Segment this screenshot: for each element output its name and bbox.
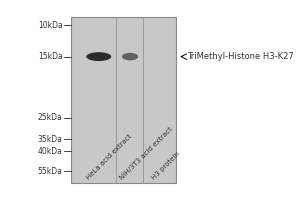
Text: 10kDa: 10kDa (38, 21, 63, 30)
Text: TriMethyl-Histone H3-K27: TriMethyl-Histone H3-K27 (188, 52, 294, 61)
Text: 55kDa: 55kDa (38, 166, 63, 176)
Text: NIH/3T3 acid extract: NIH/3T3 acid extract (118, 126, 173, 181)
Bar (71, 17, 176, 183)
Text: H3 protein: H3 protein (151, 151, 181, 181)
Ellipse shape (122, 53, 138, 60)
Text: 25kDa: 25kDa (38, 113, 63, 122)
Text: 35kDa: 35kDa (38, 135, 63, 144)
Text: HeLa acid extract: HeLa acid extract (86, 133, 134, 181)
Ellipse shape (86, 52, 111, 61)
Text: 15kDa: 15kDa (38, 52, 63, 61)
Text: 40kDa: 40kDa (38, 147, 63, 156)
